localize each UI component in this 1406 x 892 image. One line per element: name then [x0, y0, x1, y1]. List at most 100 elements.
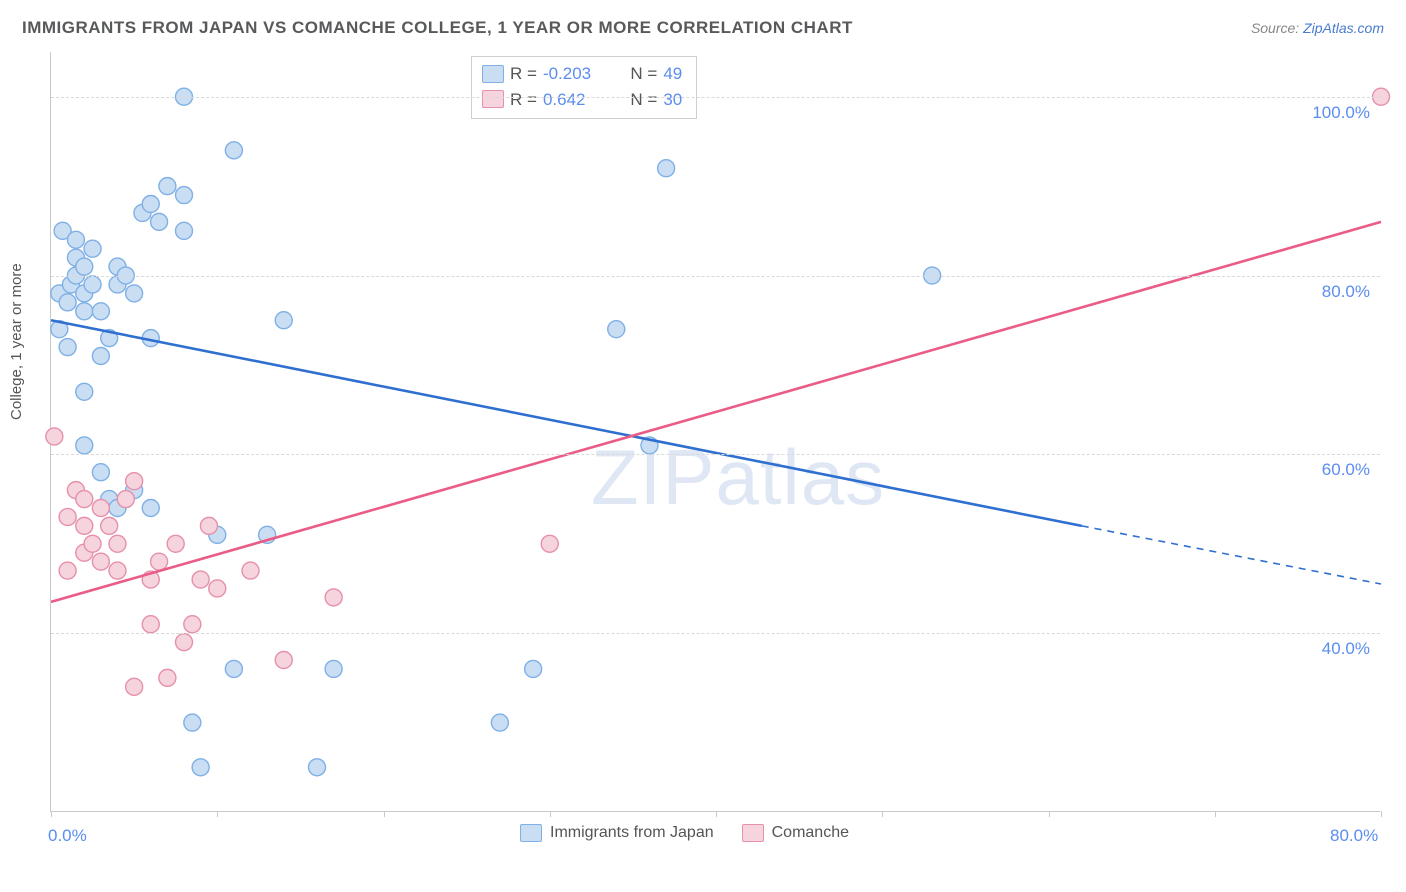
- x-tick-label: 80.0%: [1330, 826, 1378, 846]
- legend-swatch: [742, 824, 764, 842]
- x-tick: [384, 811, 385, 817]
- scatter-point: [59, 339, 76, 356]
- scatter-point: [151, 213, 168, 230]
- scatter-point: [92, 464, 109, 481]
- scatter-point: [59, 508, 76, 525]
- y-tick-label: 60.0%: [1322, 460, 1370, 480]
- scatter-point: [184, 616, 201, 633]
- scatter-point: [525, 660, 542, 677]
- scatter-point: [209, 580, 226, 597]
- scatter-point: [225, 660, 242, 677]
- x-tick: [1215, 811, 1216, 817]
- scatter-point: [76, 383, 93, 400]
- legend-r-label: R =: [510, 87, 537, 113]
- scatter-point: [159, 178, 176, 195]
- legend-swatch: [520, 824, 542, 842]
- scatter-point: [541, 535, 558, 552]
- regression-line: [51, 222, 1381, 602]
- scatter-point: [126, 473, 143, 490]
- scatter-point: [59, 294, 76, 311]
- scatter-point: [192, 571, 209, 588]
- scatter-point: [84, 240, 101, 257]
- x-tick-label: 0.0%: [48, 826, 87, 846]
- scatter-point: [109, 535, 126, 552]
- scatter-point: [325, 660, 342, 677]
- scatter-point: [101, 517, 118, 534]
- scatter-point: [117, 491, 134, 508]
- x-tick: [51, 811, 52, 817]
- scatter-point: [176, 634, 193, 651]
- correlation-legend: R = -0.203 N = 49R = 0.642 N = 30: [471, 56, 697, 119]
- scatter-point: [109, 562, 126, 579]
- chart-plot-area: ZIPatlas R = -0.203 N = 49R = 0.642 N = …: [50, 52, 1380, 812]
- series-label: Comanche: [772, 824, 849, 842]
- gridline: [51, 454, 1380, 455]
- x-tick: [217, 811, 218, 817]
- scatter-point: [126, 285, 143, 302]
- x-tick: [716, 811, 717, 817]
- series-legend-item: Comanche: [742, 824, 849, 842]
- gridline: [51, 97, 1380, 98]
- scatter-point: [142, 616, 159, 633]
- legend-r-label: R =: [510, 61, 537, 87]
- scatter-point: [92, 348, 109, 365]
- scatter-point: [76, 491, 93, 508]
- legend-row: R = -0.203 N = 49: [482, 61, 682, 87]
- series-legend: Immigrants from Japan Comanche: [520, 824, 849, 842]
- scatter-point: [275, 652, 292, 669]
- scatter-point: [92, 500, 109, 517]
- scatter-point: [491, 714, 508, 731]
- scatter-point: [76, 517, 93, 534]
- scatter-point: [67, 231, 84, 248]
- scatter-point: [658, 160, 675, 177]
- regression-line-extrapolated: [1082, 526, 1381, 584]
- scatter-point: [46, 428, 63, 445]
- scatter-point: [92, 303, 109, 320]
- source-attribution: Source: ZipAtlas.com: [1251, 20, 1384, 36]
- legend-n-label: N =: [621, 61, 657, 87]
- scatter-point: [92, 553, 109, 570]
- scatter-point: [275, 312, 292, 329]
- scatter-point: [76, 303, 93, 320]
- scatter-point: [192, 759, 209, 776]
- scatter-point: [242, 562, 259, 579]
- scatter-point: [159, 669, 176, 686]
- legend-n-value: 30: [663, 87, 682, 113]
- legend-r-value: 0.642: [543, 87, 615, 113]
- scatter-point: [59, 562, 76, 579]
- scatter-point: [126, 678, 143, 695]
- y-tick-label: 100.0%: [1312, 103, 1370, 123]
- scatter-point: [167, 535, 184, 552]
- scatter-point: [325, 589, 342, 606]
- scatter-point: [309, 759, 326, 776]
- y-axis-label: College, 1 year or more: [8, 263, 25, 420]
- legend-n-label: N =: [621, 87, 657, 113]
- scatter-point: [184, 714, 201, 731]
- legend-n-value: 49: [663, 61, 682, 87]
- legend-swatch: [482, 65, 504, 83]
- scatter-point: [142, 500, 159, 517]
- scatter-point: [200, 517, 217, 534]
- y-tick-label: 40.0%: [1322, 639, 1370, 659]
- scatter-point: [76, 258, 93, 275]
- scatter-point: [142, 196, 159, 213]
- source-link[interactable]: ZipAtlas.com: [1303, 20, 1384, 36]
- x-tick: [1049, 811, 1050, 817]
- scatter-point: [608, 321, 625, 338]
- scatter-plot-svg: [51, 52, 1380, 811]
- x-tick: [1381, 811, 1382, 817]
- chart-title: IMMIGRANTS FROM JAPAN VS COMANCHE COLLEG…: [22, 18, 853, 38]
- scatter-point: [151, 553, 168, 570]
- scatter-point: [225, 142, 242, 159]
- series-label: Immigrants from Japan: [550, 824, 714, 842]
- series-legend-item: Immigrants from Japan: [520, 824, 714, 842]
- x-tick: [550, 811, 551, 817]
- legend-r-value: -0.203: [543, 61, 615, 87]
- scatter-point: [84, 276, 101, 293]
- legend-row: R = 0.642 N = 30: [482, 87, 682, 113]
- gridline: [51, 633, 1380, 634]
- gridline: [51, 276, 1380, 277]
- y-tick-label: 80.0%: [1322, 282, 1370, 302]
- scatter-point: [84, 535, 101, 552]
- scatter-point: [176, 187, 193, 204]
